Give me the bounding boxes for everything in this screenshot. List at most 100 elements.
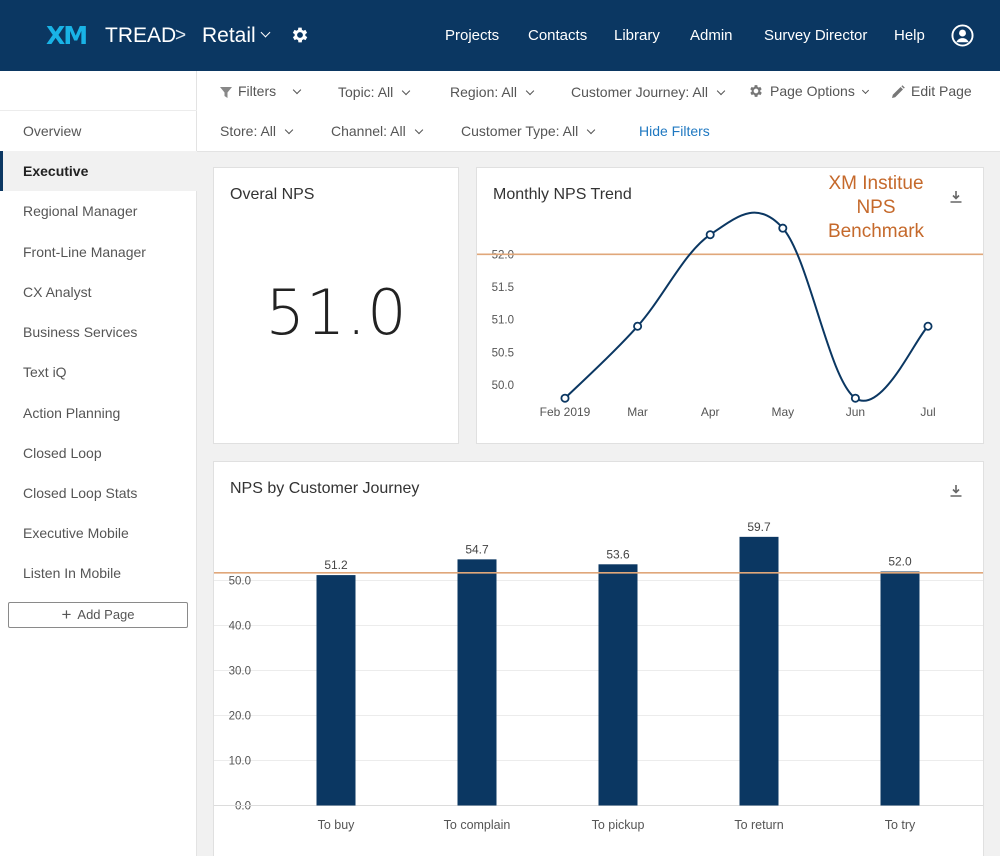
y-tick-label: 20.0	[229, 711, 251, 723]
x-category-label: To complain	[444, 818, 511, 832]
bar-value-label: 53.6	[606, 547, 630, 561]
data-point	[850, 393, 860, 403]
data-point	[923, 321, 933, 331]
download-icon[interactable]	[949, 190, 963, 204]
sidebar-item-closed-loop-stats[interactable]: Closed Loop Stats	[23, 485, 138, 501]
x-tick-label: May	[771, 405, 794, 419]
user-account-icon[interactable]	[951, 24, 974, 47]
y-tick-label: 40.0	[229, 621, 251, 633]
chevron-down-icon	[414, 125, 423, 135]
region-filter[interactable]: Region: All	[450, 84, 535, 100]
sidebar-item-cx-analyst[interactable]: CX Analyst	[23, 284, 92, 300]
y-tick-label: 52.0	[492, 249, 514, 261]
sidebar-item-business-services[interactable]: Business Services	[23, 324, 138, 340]
x-tick-label: Jul	[920, 405, 935, 419]
sidebar: Overview Executive Regional Manager Fron…	[0, 71, 197, 856]
project-selector[interactable]: Retail	[202, 24, 256, 47]
bar-value-label: 59.7	[747, 520, 771, 534]
nav-library[interactable]: Library	[614, 27, 660, 44]
sidebar-item-front-line-manager[interactable]: Front-Line Manager	[23, 244, 146, 260]
sidebar-item-executive-mobile[interactable]: Executive Mobile	[23, 525, 129, 541]
x-tick-label: Feb 2019	[540, 405, 591, 419]
nps-by-journey-card: NPS by Customer Journey 0.0 10.0 20.0 30.0 4…	[213, 461, 984, 856]
filters-dropdown[interactable]: Filters	[220, 83, 302, 99]
nps-trend-line	[564, 211, 929, 402]
x-tick-label: Apr	[701, 405, 720, 419]
x-tick-label: Mar	[627, 405, 648, 419]
overall-nps-card: Overal NPS 51.0	[213, 167, 459, 444]
funnel-icon	[220, 87, 232, 98]
x-category-label: To return	[734, 818, 783, 832]
sidebar-divider	[0, 110, 197, 111]
customer-journey-filter[interactable]: Customer Journey: All	[571, 84, 726, 100]
bar-value-label: 52.0	[888, 555, 912, 569]
gear-icon	[750, 85, 762, 97]
edit-page-label: Edit Page	[911, 83, 972, 99]
region-filter-label: Region: All	[450, 84, 517, 100]
benchmark-annotation-line3: Benchmark	[827, 221, 925, 242]
chevron-down-icon	[284, 125, 294, 135]
store-filter[interactable]: Store: All	[220, 123, 294, 139]
monthly-nps-trend-card: Monthly NPS Trend XM Institue NPS Benchm…	[476, 167, 984, 444]
store-filter-label: Store: All	[220, 123, 277, 139]
overall-nps-value: 51.0	[265, 276, 408, 349]
nav-help[interactable]: Help	[894, 27, 925, 44]
monthly-trend-title: Monthly NPS Trend	[493, 186, 632, 203]
nav-contacts[interactable]: Contacts	[528, 27, 588, 44]
sidebar-item-executive[interactable]: Executive	[0, 151, 197, 191]
monthly-trend-chart: 50.0 50.5 51.0 51.5 52.0 Feb 2019 Mar Apr May Jun…	[477, 211, 983, 419]
data-point	[705, 230, 715, 240]
sidebar-item-closed-loop[interactable]: Closed Loop	[23, 445, 102, 461]
pencil-icon	[892, 85, 905, 98]
gear-icon[interactable]	[290, 25, 310, 45]
xm-logo[interactable]: XM	[46, 21, 88, 50]
customer-journey-filter-label: Customer Journey: All	[571, 84, 708, 100]
overall-nps-title: Overal NPS	[230, 186, 315, 203]
filters-label: Filters	[238, 83, 277, 99]
x-category-label: To pickup	[592, 818, 645, 832]
channel-filter-label: Channel: All	[331, 123, 406, 139]
top-navbar: XM TREAD > Retail Projects Contacts Libr…	[0, 0, 1000, 71]
channel-filter[interactable]: Channel: All	[331, 123, 423, 139]
sidebar-item-listen-in-mobile[interactable]: Listen In Mobile	[23, 565, 122, 581]
bar	[880, 571, 920, 806]
download-icon[interactable]	[949, 484, 963, 498]
chevron-down-icon	[402, 86, 411, 96]
add-page-button[interactable]: + Add Page	[8, 602, 188, 628]
y-tick-label: 50.0	[492, 380, 514, 392]
nav-projects[interactable]: Projects	[445, 27, 500, 44]
breadcrumb-brand[interactable]: TREAD	[105, 24, 177, 47]
chevron-down-icon	[861, 86, 869, 95]
chevron-down-icon[interactable]	[260, 27, 271, 38]
bar	[457, 559, 497, 806]
edit-page-button[interactable]: Edit Page	[891, 83, 972, 99]
page-options-label: Page Options	[770, 83, 855, 99]
x-category-label: To buy	[318, 818, 356, 832]
chevron-down-icon	[525, 86, 535, 96]
sidebar-item-action-planning[interactable]: Action Planning	[23, 405, 121, 421]
y-tick-label: 50.5	[492, 347, 514, 359]
topic-filter[interactable]: Topic: All	[338, 84, 411, 100]
sidebar-item-text-iq[interactable]: Text iQ	[23, 364, 67, 380]
x-tick-label: Jun	[846, 405, 865, 419]
y-tick-label: 50.0	[229, 576, 251, 588]
add-page-label: Add Page	[77, 607, 135, 622]
customer-type-filter[interactable]: Customer Type: All	[461, 123, 596, 139]
y-tick-label: 0.0	[235, 801, 251, 813]
journey-chart-title: NPS by Customer Journey	[230, 480, 420, 497]
sidebar-item-regional-manager[interactable]: Regional Manager	[23, 203, 138, 219]
y-tick-label: 51.5	[492, 282, 514, 294]
hide-filters-link[interactable]: Hide Filters	[639, 123, 710, 139]
sidebar-item-overview[interactable]: Overview	[23, 123, 82, 139]
data-point	[633, 321, 643, 331]
x-category-label: To try	[885, 818, 916, 832]
y-tick-label: 51.0	[492, 315, 514, 327]
chevron-down-icon	[716, 86, 726, 96]
bar	[598, 564, 638, 806]
nav-survey-director[interactable]: Survey Director	[764, 27, 868, 44]
nav-admin[interactable]: Admin	[690, 27, 733, 44]
data-point	[778, 223, 788, 233]
plus-icon: +	[61, 605, 72, 624]
page-options-dropdown[interactable]: Page Options	[748, 83, 869, 99]
breadcrumb-separator: >	[175, 25, 187, 46]
